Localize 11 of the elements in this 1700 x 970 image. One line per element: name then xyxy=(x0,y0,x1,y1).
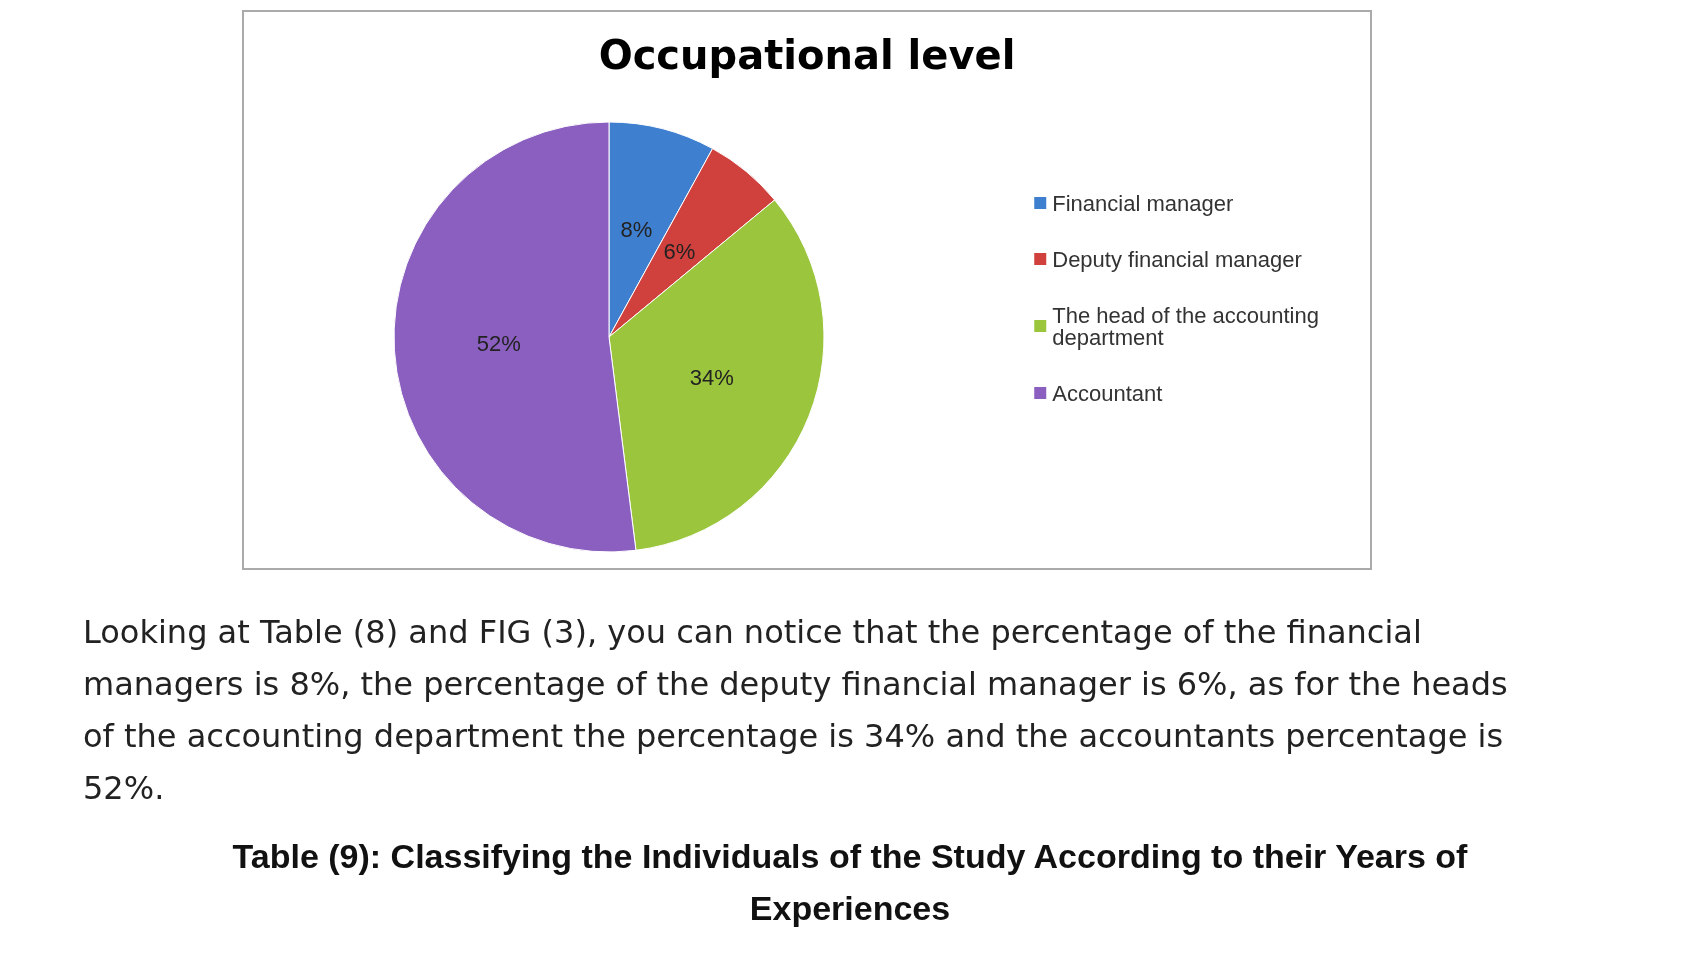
data-label: 8% xyxy=(620,217,653,243)
legend-label: Deputy financial manager xyxy=(1052,246,1302,272)
text: Looking at Table (8) and FIG (3), you can notice that the percentage of the financial managers is 8%, the percentage of the deputy financial manager is 6%, as for the heads of the accounting department the percentage is 34% and the accountants percentage is 52%. xyxy=(83,612,1509,809)
data-label: 34% xyxy=(689,365,734,391)
legend-label: Accountant xyxy=(1052,380,1163,406)
legend-label: The head of the accounting department xyxy=(1052,302,1326,350)
data-label: 52% xyxy=(476,331,521,357)
text: Table (9): Classifying the Individuals of the Study According to their Years of Experiences xyxy=(231,836,1469,929)
data-label: 6% xyxy=(663,239,696,265)
chart-title: Occupational level xyxy=(598,32,1016,78)
legend-label: Financial manager xyxy=(1052,190,1234,216)
